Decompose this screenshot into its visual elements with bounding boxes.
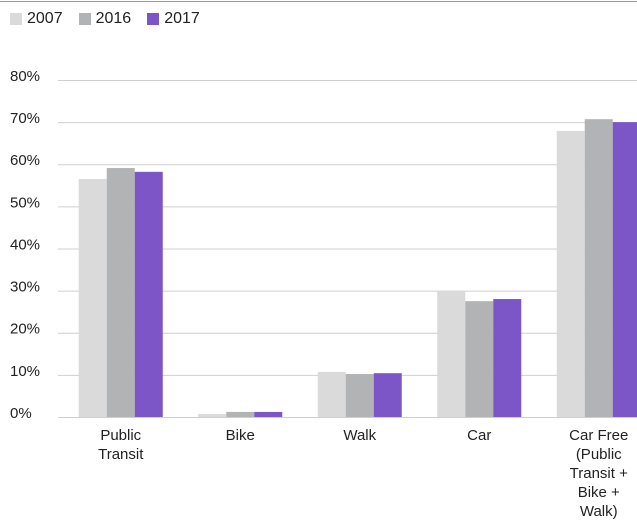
bar: [198, 414, 227, 417]
y-tick-label: 70%: [10, 110, 40, 127]
y-tick-label: 0%: [10, 405, 32, 422]
bar: [556, 130, 585, 417]
bar: [493, 299, 522, 417]
x-tick-label: Walk: [343, 427, 377, 444]
bar: [106, 168, 135, 417]
y-tick-label: 80%: [10, 68, 40, 85]
y-tick-label: 10%: [10, 363, 40, 380]
y-tick-label: 20%: [10, 321, 40, 338]
legend-swatch: [78, 13, 91, 25]
x-tick-label: Bike: [225, 427, 255, 444]
bar: [465, 301, 494, 417]
legend: 2007 2016 2017: [10, 10, 200, 28]
y-tick-label: 40%: [10, 236, 40, 253]
bar: [437, 291, 466, 417]
y-tick-label: 50%: [10, 194, 40, 211]
bar: [134, 171, 163, 417]
x-tick-label: Car: [467, 427, 492, 444]
bar: [317, 371, 346, 417]
bar: [345, 374, 374, 417]
bar: [612, 122, 637, 417]
legend-item: 2017: [147, 10, 200, 28]
y-tick-label: 30%: [10, 279, 40, 296]
x-tick-label: Public Transit: [98, 427, 144, 463]
legend-swatch: [147, 13, 160, 25]
legend-item: 2016: [78, 10, 132, 28]
legend-label: 2016: [95, 10, 132, 27]
legend-label: 2017: [164, 10, 200, 27]
legend-swatch: [10, 13, 22, 25]
bar: [254, 411, 283, 417]
bar: [226, 411, 255, 417]
bar: [584, 119, 613, 418]
bar: [373, 373, 402, 417]
legend-item: 2007: [10, 10, 63, 28]
bar: [78, 178, 107, 417]
y-tick-label: 60%: [10, 152, 40, 169]
x-tick-label: Car Free (Public Transit + Bike + Walk): [569, 427, 629, 520]
legend-label: 2007: [27, 10, 63, 27]
